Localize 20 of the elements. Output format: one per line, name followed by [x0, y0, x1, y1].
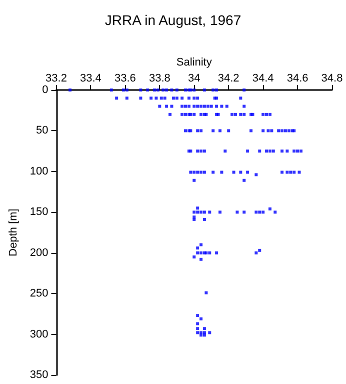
- x-tick-label: 34.4: [252, 72, 274, 84]
- y-tick-label: 150: [30, 206, 48, 218]
- x-tick-label: 34: [188, 72, 200, 84]
- x-tick-label: 33.8: [148, 72, 170, 84]
- x-tick-label: 34.2: [218, 72, 240, 84]
- x-tick-label: 33.6: [114, 72, 136, 84]
- x-tick-label: 33.2: [46, 72, 67, 84]
- x-axis-title: Salinity: [176, 56, 212, 68]
- y-tick-label: 250: [30, 288, 48, 300]
- y-tick-label: 50: [36, 124, 48, 137]
- y-tick-label: 300: [30, 328, 48, 340]
- x-tick-label: 34.6: [286, 72, 308, 84]
- x-tick-label: 33.4: [80, 72, 102, 84]
- y-tick-label: 200: [30, 246, 48, 259]
- y-axis-title: Depth [m]: [8, 208, 20, 256]
- x-tick-label: 34.8: [321, 72, 343, 84]
- chart-title: JRRA in August, 1967: [104, 12, 242, 28]
- y-tick-label: 0: [42, 84, 48, 96]
- y-tick-label: 350: [30, 369, 48, 381]
- y-tick-label: 100: [30, 165, 48, 178]
